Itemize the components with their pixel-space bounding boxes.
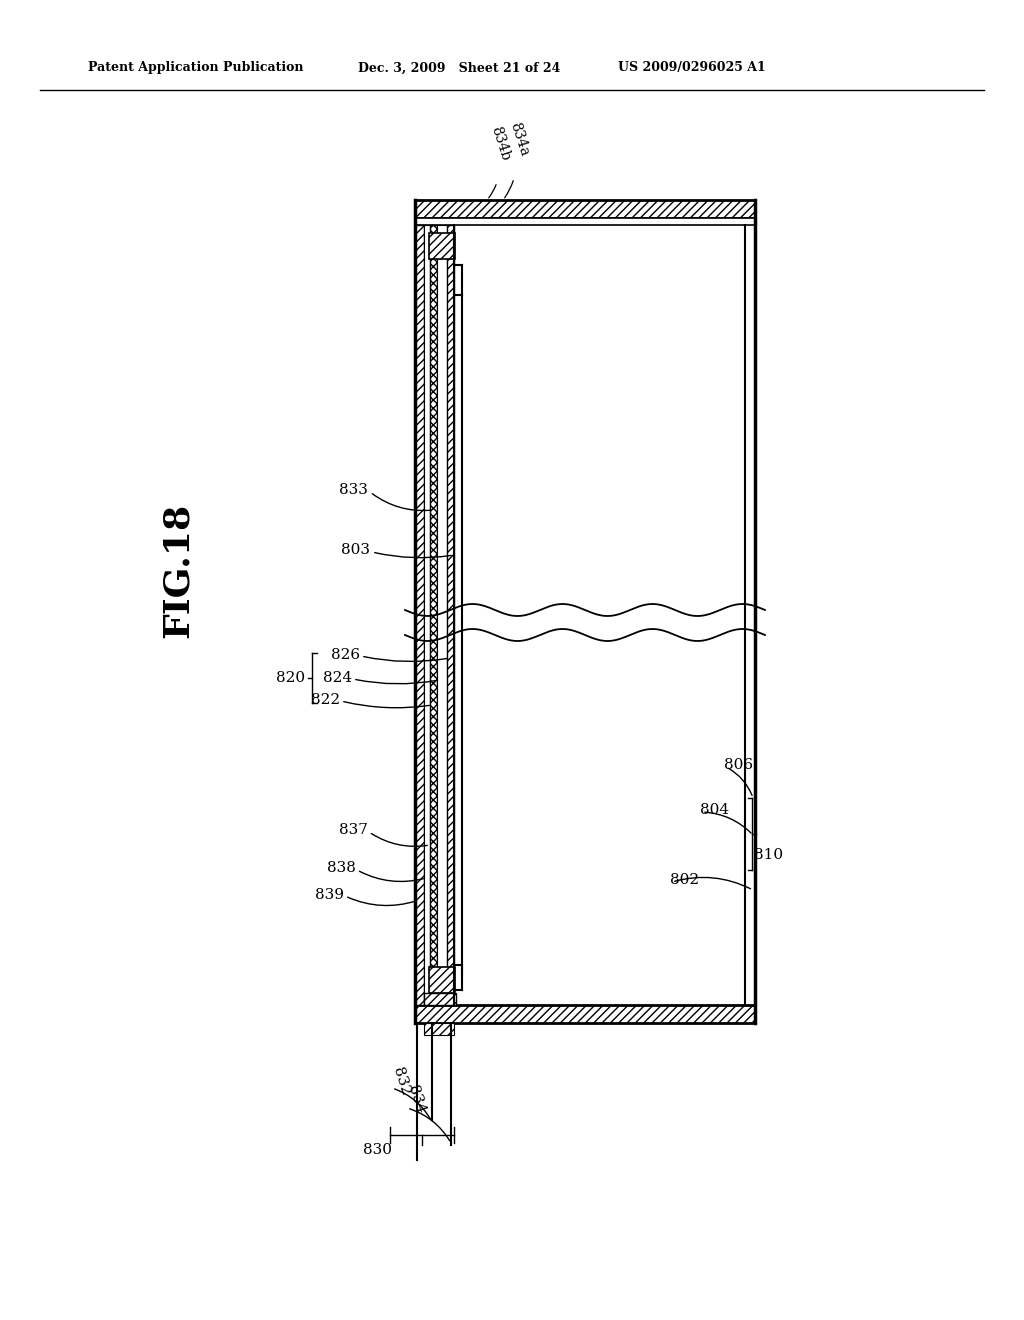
Text: 833: 833: [339, 483, 368, 498]
Text: 804: 804: [700, 803, 729, 817]
Text: 830: 830: [364, 1143, 392, 1158]
Bar: [415, 218, 755, 224]
Text: 824: 824: [323, 671, 352, 685]
Text: 802: 802: [670, 873, 699, 887]
Text: 826: 826: [331, 648, 360, 663]
Bar: [424, 224, 430, 1005]
Text: 834: 834: [406, 1084, 427, 1115]
Text: 803: 803: [341, 543, 370, 557]
Text: 822: 822: [311, 693, 340, 708]
Text: 810: 810: [754, 847, 783, 862]
Bar: [429, 234, 455, 259]
Text: 820: 820: [275, 671, 305, 685]
Text: 837: 837: [339, 822, 368, 837]
Bar: [415, 1005, 755, 1023]
Text: 839: 839: [315, 888, 344, 902]
Text: 832: 832: [390, 1067, 413, 1098]
Bar: [415, 201, 755, 218]
Text: Dec. 3, 2009   Sheet 21 of 24: Dec. 3, 2009 Sheet 21 of 24: [358, 62, 560, 74]
Text: FIG.18: FIG.18: [161, 503, 195, 638]
Bar: [424, 993, 456, 1005]
Bar: [430, 224, 437, 1005]
Text: 834b: 834b: [487, 124, 512, 162]
Text: 806: 806: [724, 758, 753, 772]
Bar: [447, 224, 454, 1005]
Bar: [437, 224, 447, 1005]
Bar: [415, 224, 424, 1005]
Text: 838: 838: [327, 861, 356, 875]
Text: 834a: 834a: [507, 120, 531, 158]
Text: Patent Application Publication: Patent Application Publication: [88, 62, 303, 74]
Bar: [424, 1023, 454, 1035]
Text: US 2009/0296025 A1: US 2009/0296025 A1: [618, 62, 766, 74]
Bar: [429, 968, 455, 993]
